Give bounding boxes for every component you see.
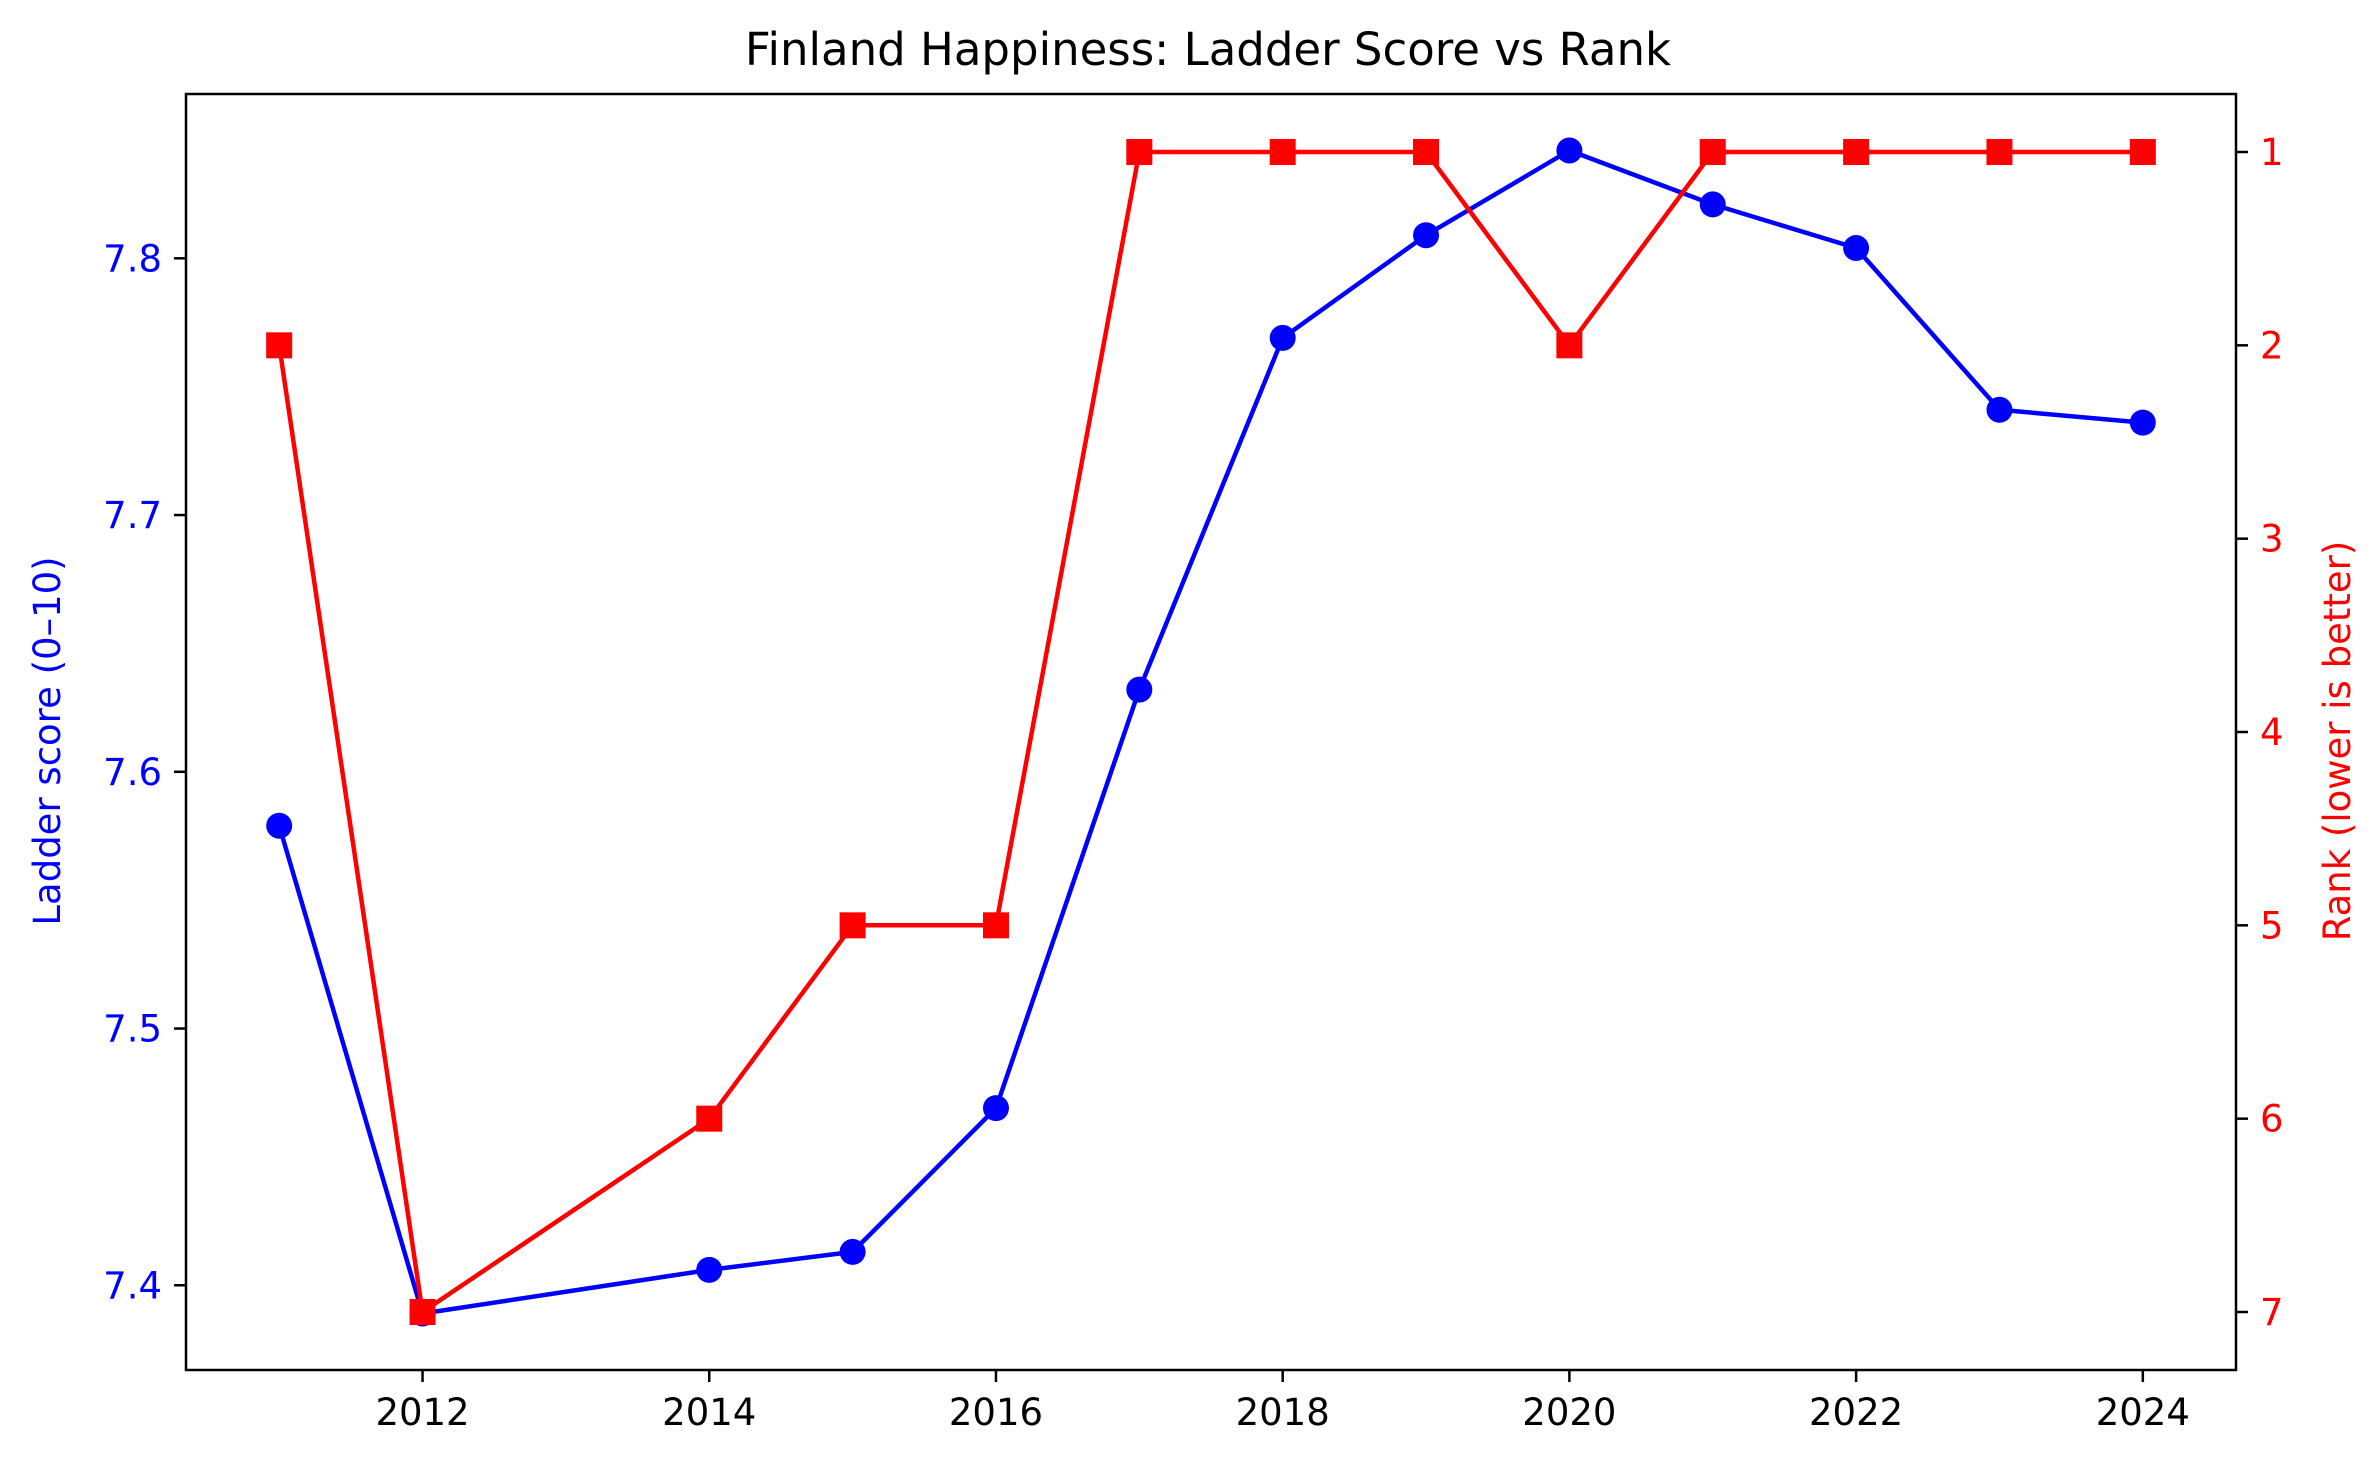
y-tick-label-left: 7.7 xyxy=(103,494,162,537)
data-point-right xyxy=(839,912,866,939)
data-point-right xyxy=(1556,332,1583,359)
y-tick-label-left: 7.6 xyxy=(103,751,162,794)
data-point-left xyxy=(839,1238,866,1265)
series-line-right xyxy=(276,149,2146,1315)
data-point-left xyxy=(1556,137,1583,164)
data-point-right xyxy=(982,912,1009,939)
data-point-left xyxy=(1843,235,1870,262)
y-tick-label-right: 3 xyxy=(2260,518,2284,561)
data-point-right xyxy=(696,1105,723,1132)
data-point-left xyxy=(1126,676,1153,703)
data-point-right xyxy=(266,332,293,359)
x-tick-label: 2024 xyxy=(2096,1391,2190,1434)
data-point-left xyxy=(1986,396,2013,423)
y-tick-label-left: 7.5 xyxy=(103,1008,162,1051)
series-line-left xyxy=(276,148,2146,1316)
data-point-left xyxy=(1413,222,1440,249)
plot-area: 2012 2014 2016 2018 2020 2022 2024 7.4 7.5 7.6 7.7… xyxy=(103,92,2284,1434)
data-point-right xyxy=(1413,139,1440,165)
y-tick-label-left: 7.4 xyxy=(103,1264,162,1307)
y-tick-label-right: 1 xyxy=(2260,131,2284,174)
data-point-left xyxy=(696,1256,723,1283)
data-point-left xyxy=(1699,191,1726,218)
x-tick-label: 2022 xyxy=(1809,1391,1903,1434)
data-point-left xyxy=(2129,409,2156,436)
data-point-right xyxy=(2129,139,2156,165)
y-tick-label-right: 7 xyxy=(2260,1291,2284,1334)
data-point-right xyxy=(1269,139,1296,165)
data-point-right xyxy=(1986,139,2013,165)
x-tick-label: 2018 xyxy=(1236,1391,1330,1434)
data-point-left xyxy=(266,812,293,839)
x-tick-label: 2020 xyxy=(1522,1391,1616,1434)
data-point-right xyxy=(1699,139,1726,165)
data-point-right xyxy=(409,1299,436,1325)
chart-title: Finland Happiness: Ladder Score vs Rank xyxy=(745,23,1671,76)
y-tick-label-right: 6 xyxy=(2260,1098,2284,1141)
plot-frame xyxy=(184,92,2238,1372)
y-tick-label-right: 2 xyxy=(2260,324,2284,367)
data-point-right xyxy=(1126,139,1153,165)
data-point-left xyxy=(982,1095,1009,1122)
data-point-left xyxy=(1269,324,1296,351)
y-tick-label-right: 4 xyxy=(2260,711,2284,754)
data-point-right xyxy=(1843,139,1870,165)
x-tick-label: 2012 xyxy=(375,1391,469,1434)
y-axis-label-right: Rank (lower is better) xyxy=(2316,541,2359,942)
y-axis-label-left: Ladder score (0–10) xyxy=(26,556,69,925)
x-tick-label: 2014 xyxy=(662,1391,756,1434)
y-tick-label-right: 5 xyxy=(2260,904,2284,947)
x-tick-label: 2016 xyxy=(949,1391,1043,1434)
y-tick-label-left: 7.8 xyxy=(103,237,162,280)
